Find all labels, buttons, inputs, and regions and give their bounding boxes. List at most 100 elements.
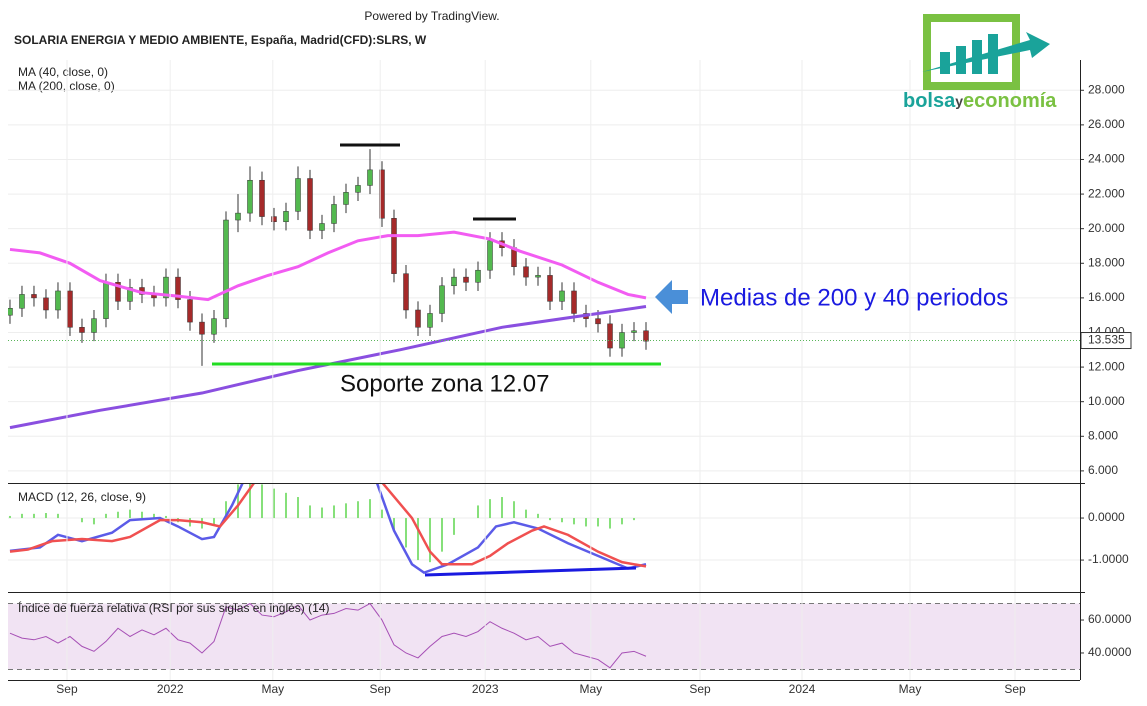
candle-body: [523, 266, 529, 278]
candle-body: [271, 216, 277, 223]
logo-text: economía: [963, 90, 1057, 112]
y-tick-label: 22.000: [1088, 186, 1125, 200]
candle-body: [487, 240, 493, 271]
candle-body: [43, 297, 49, 311]
candle-body: [559, 290, 565, 302]
candle-body: [355, 185, 361, 193]
candle-body: [379, 169, 385, 219]
candle-body: [115, 282, 121, 302]
candle-body: [427, 313, 433, 328]
arrow: [655, 280, 688, 314]
candle-body: [67, 290, 73, 328]
candle-body: [175, 276, 181, 300]
y-tick-label: 28.000: [1088, 82, 1125, 96]
candle-body: [547, 275, 553, 302]
y-tick-label: 40.0000: [1088, 645, 1132, 659]
divergence-line: [424, 566, 637, 577]
panel-title: MACD (12, 26, close, 9): [18, 490, 146, 504]
candle-body: [595, 318, 601, 325]
x-tick-label: 2022: [157, 682, 184, 696]
powered-by: Powered by TradingView.: [364, 9, 499, 23]
candle-body: [8, 308, 13, 316]
candle-body: [643, 330, 649, 342]
series-line: [9, 230, 647, 302]
candle-body: [415, 309, 421, 328]
candle-body: [475, 269, 481, 283]
chart-title: SOLARIA ENERGIA Y MEDIO AMBIENTE, España…: [14, 33, 427, 47]
logo-text: bolsa: [903, 90, 956, 112]
y-tick-label: 18.000: [1088, 255, 1125, 269]
x-tick-label: May: [899, 682, 922, 696]
candle-body: [571, 290, 577, 314]
x-tick-label: May: [579, 682, 602, 696]
candle-body: [343, 192, 349, 205]
legend-entry: MA (200, close, 0): [18, 79, 115, 93]
y-tick-label: 0.0000: [1088, 510, 1125, 524]
candle-body: [127, 287, 133, 302]
annotation: Medias de 200 y 40 periodos: [700, 284, 1008, 311]
candle-body: [367, 169, 373, 186]
logo-text: y: [955, 93, 963, 109]
x-tick-label: Sep: [689, 682, 711, 696]
x-tick-label: Sep: [56, 682, 78, 696]
candle-body: [319, 223, 325, 231]
candle-body: [31, 294, 37, 299]
candle-body: [103, 282, 109, 319]
y-tick-label: 10.000: [1088, 394, 1125, 408]
x-tick-label: 2024: [789, 682, 816, 696]
candle-body: [187, 299, 193, 323]
candle-body: [535, 275, 541, 278]
y-tick-label: 16.000: [1088, 290, 1125, 304]
candle-body: [247, 179, 253, 214]
rsi-panel: [8, 602, 1080, 670]
candle-body: [235, 212, 241, 221]
candle-body: [631, 330, 637, 333]
series-line: [9, 602, 647, 669]
candle-body: [619, 332, 625, 349]
series-line: [9, 305, 647, 430]
macd-panel: [8, 484, 1080, 575]
candle-body: [451, 276, 457, 287]
y-tick-label: 24.000: [1088, 152, 1125, 166]
x-tick-label: Sep: [370, 682, 392, 696]
candle-body: [307, 178, 313, 231]
rsi-band: [8, 603, 1080, 670]
y-tick-label: 60.0000: [1088, 612, 1132, 626]
candle-body: [55, 290, 61, 311]
annotation: Soporte zona 12.07: [340, 370, 550, 397]
y-tick-label: 26.000: [1088, 117, 1125, 131]
candle-body: [163, 276, 169, 299]
candle-body: [295, 178, 301, 212]
candle-body: [391, 218, 397, 274]
logo: bolsayeconomía: [903, 14, 1057, 112]
candle-body: [283, 211, 289, 223]
axes: Sep 2022 May Sep 2023 May Sep 2024 May Sep 6.000 8.…: [56, 60, 1132, 696]
candle-body: [463, 276, 469, 283]
candle-body: [199, 321, 205, 335]
x-tick-label: Sep: [1004, 682, 1026, 696]
y-tick-label: 20.000: [1088, 221, 1125, 235]
candle-body: [223, 219, 229, 319]
candle-body: [19, 294, 25, 309]
candle-body: [331, 204, 337, 224]
y-tick-label: -1.0000: [1088, 552, 1129, 566]
x-tick-label: 2023: [472, 682, 499, 696]
candle-body: [79, 327, 85, 333]
panel-title: Índice de fuerza relativa (RSI por sus s…: [18, 600, 329, 615]
candle-body: [91, 318, 97, 333]
candle-body: [259, 179, 265, 217]
x-tick-label: May: [261, 682, 284, 696]
y-tick-label: 12.000: [1088, 359, 1125, 373]
y-tick-label: 6.000: [1088, 463, 1118, 477]
series-line: [9, 484, 647, 575]
candle-body: [607, 323, 613, 349]
candle-body: [439, 285, 445, 314]
svg-text:bolsayeconomía: bolsayeconomía: [903, 90, 1057, 112]
series-line: [9, 484, 647, 568]
legend-entry: MA (40, close, 0): [18, 65, 108, 79]
price-panel: [8, 89, 1080, 472]
candle-body: [211, 318, 217, 335]
y-tick-label: 8.000: [1088, 428, 1118, 442]
candle-body: [403, 273, 409, 311]
